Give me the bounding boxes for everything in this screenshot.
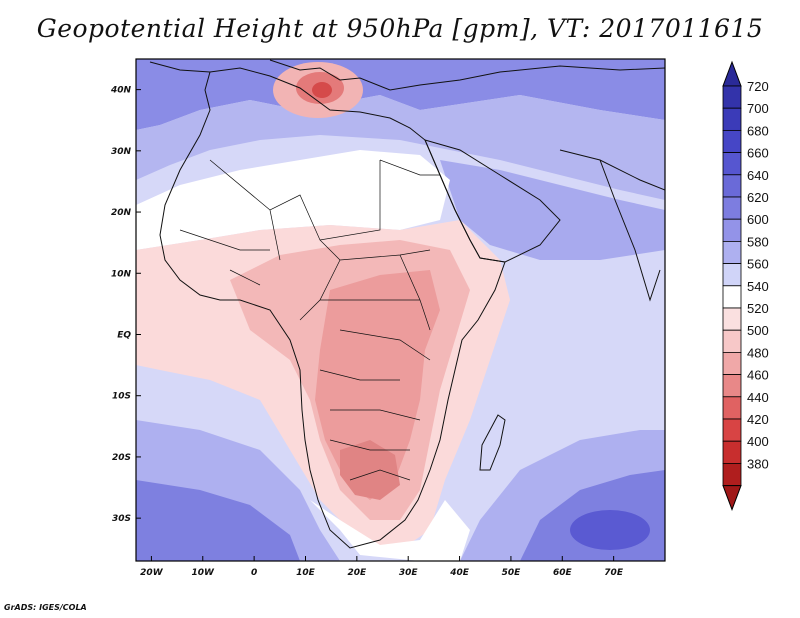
lat-tick-label: 20N: [111, 208, 132, 218]
colorbar-swatch: [722, 418, 742, 442]
lat-tick-label: 40N: [110, 86, 132, 96]
lon-tick-label: 10W: [192, 568, 216, 578]
field-med-peak: [312, 82, 332, 98]
colorbar-label: 620: [747, 190, 769, 205]
colorbar-label: 440: [747, 390, 769, 405]
colorbar-top-arrow: [722, 60, 742, 87]
colorbar-label: 720: [747, 79, 769, 94]
colorbar-label: 640: [747, 168, 769, 183]
lat-tick-label: 30S: [112, 514, 131, 524]
colorbar-swatch: [722, 374, 742, 398]
lon-tick-label: 20E: [348, 568, 368, 578]
map-axes: 40N 30N 20N 10N EQ 10S 20S 30S 20W 10W 0 10E 20E 30E 4…: [110, 86, 624, 578]
colorbar-label: 580: [747, 234, 769, 249]
colorbar-swatch: [722, 174, 742, 198]
lon-tick-label: 60E: [553, 568, 573, 578]
country-borders: [179, 159, 440, 481]
colorbar-swatch: [722, 196, 742, 220]
colorbar-label: 600: [747, 212, 769, 227]
colorbar-label: 520: [747, 301, 769, 316]
lat-tick-label: 30N: [111, 147, 132, 157]
colorbar-swatch: [722, 396, 742, 420]
colorbar-label: 560: [747, 257, 769, 272]
colorbar-swatch: [722, 351, 742, 375]
lat-tick-label: EQ: [117, 330, 131, 340]
colorbar-swatch: [722, 263, 742, 287]
lon-tick-label: 50E: [502, 568, 522, 578]
field-south-deep: [136, 480, 300, 561]
colorbar-label: 700: [747, 101, 769, 116]
height-field: [136, 59, 665, 561]
colorbar-label: 500: [747, 323, 769, 338]
lat-tick-label: 10N: [111, 269, 132, 279]
lon-tick-label: 40E: [449, 568, 470, 578]
footer-credit: GrADS: IGES/COLA: [4, 603, 87, 612]
colorbar-label: 680: [747, 123, 769, 138]
arabia-coast: [424, 139, 561, 263]
europe-coast: [149, 59, 665, 91]
colorbar-label: 420: [747, 412, 769, 427]
colorbar-bottom-arrow: [722, 485, 742, 512]
lon-tick-label: 70E: [604, 568, 624, 578]
africa-coastline: [159, 67, 506, 549]
field-south-core: [340, 440, 400, 500]
colorbar-swatch: [722, 285, 742, 309]
india-coast: [559, 149, 665, 302]
colorbar-label: 480: [747, 345, 769, 360]
colorbar-swatch: [722, 440, 742, 464]
field-north-blue: [136, 59, 665, 130]
field-se-core: [570, 510, 650, 550]
colorbar-swatch: [722, 107, 742, 131]
field-north-mid: [136, 95, 665, 200]
colorbar-swatch: [722, 462, 742, 486]
lon-tick-label: 30E: [399, 568, 419, 578]
colorbar: 720 700 680 660 640 620 600 580 560 540 520 500 480 4…: [722, 60, 769, 512]
coastlines: [149, 59, 665, 549]
field-sahara-white: [136, 150, 450, 250]
colorbar-label: 400: [747, 434, 769, 449]
map-title: Geopotential Height at 950hPa [gpm], VT:…: [36, 14, 764, 43]
colorbar-label: 660: [747, 146, 769, 161]
field-south-white: [310, 500, 470, 561]
colorbar-swatch: [722, 240, 742, 264]
colorbar-label: 460: [747, 368, 769, 383]
colorbar-label: 380: [747, 456, 769, 471]
colorbar-swatch: [722, 85, 742, 109]
colorbar-swatch: [722, 307, 742, 331]
colorbar-swatch: [722, 152, 742, 176]
lon-tick-label: 10E: [296, 568, 316, 578]
lon-tick-label: 20W: [140, 568, 164, 578]
colorbar-swatch: [722, 218, 742, 242]
lon-tick-label: 0: [251, 568, 257, 578]
colorbar-swatch: [722, 329, 742, 353]
lat-tick-label: 10S: [112, 392, 131, 402]
map-frame: [135, 58, 666, 562]
lat-tick-label: 20S: [112, 453, 131, 463]
field-continent-dark: [315, 270, 440, 500]
field-east-blue: [440, 160, 665, 260]
madagascar-coast: [479, 414, 506, 471]
colorbar-label: 540: [747, 279, 769, 294]
colorbar-swatch: [722, 129, 742, 153]
